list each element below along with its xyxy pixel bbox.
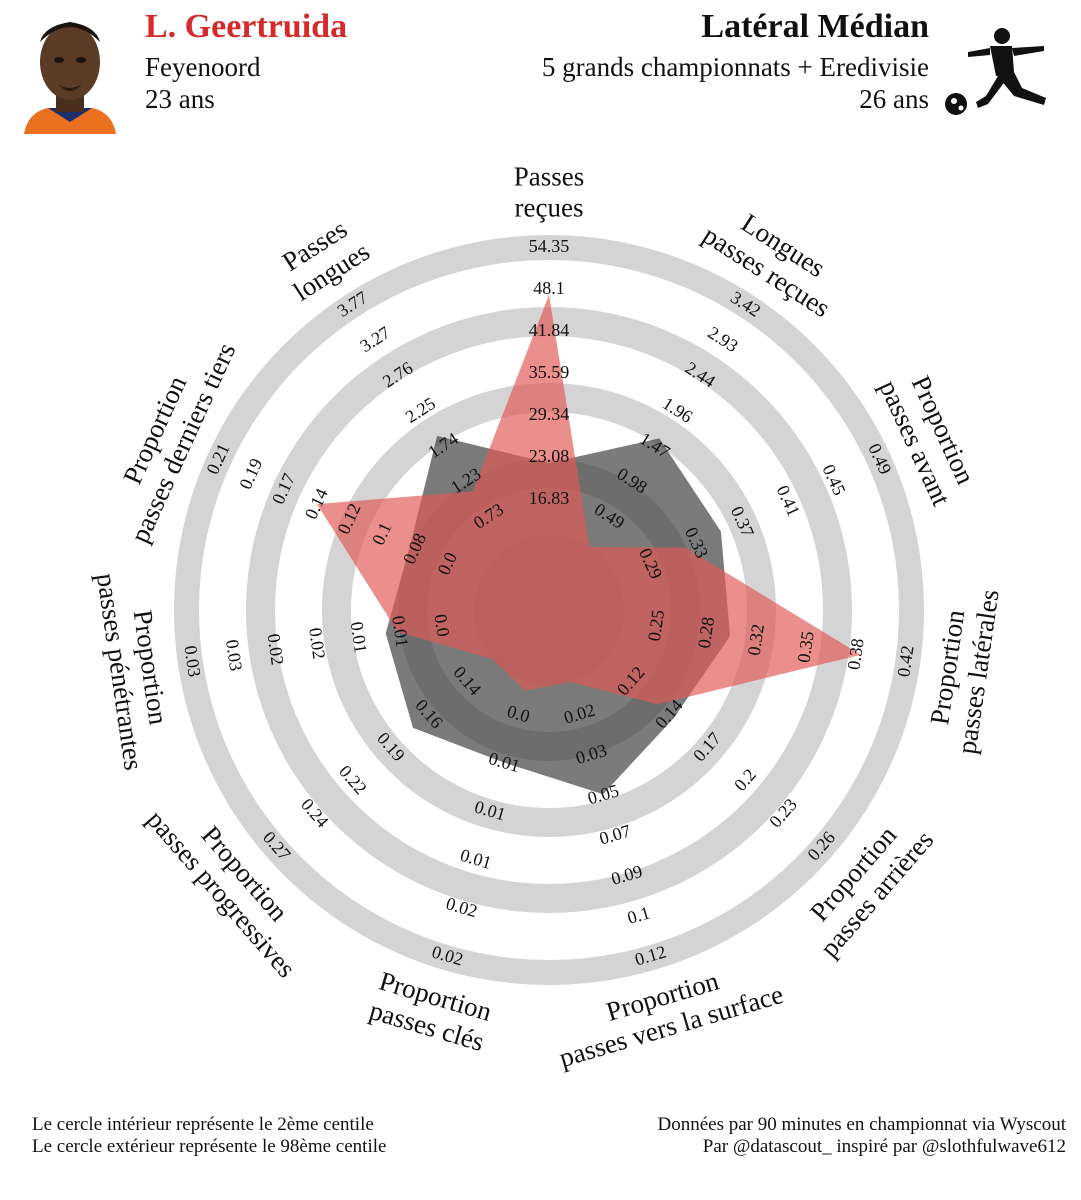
player-club: Feyenoord xyxy=(145,52,261,82)
credits: Données par 90 minutes en championnat vi… xyxy=(658,1114,1067,1158)
axis-tick-label: 0.03 xyxy=(180,644,204,678)
axis-tick-label: 54.35 xyxy=(529,236,570,256)
axis-tick-label: 23.08 xyxy=(529,446,570,466)
category-label: Proportionpasses clés xyxy=(366,965,496,1057)
credits-author: Par @datascout_ inspiré par @slothfulwav… xyxy=(702,1136,1066,1157)
axis-tick-label: 29.34 xyxy=(529,404,570,424)
category-label-line: reçues xyxy=(515,193,584,223)
axis-tick-label: 0.0 xyxy=(430,613,453,638)
axis-tick-label: 0.28 xyxy=(694,616,718,650)
category-label-line: Passes xyxy=(514,162,585,192)
axis-tick-label: 0.02 xyxy=(305,626,329,660)
axis-tick-label: 0.35 xyxy=(794,630,818,664)
footballer-kicking-icon xyxy=(945,28,1046,115)
data-polygons xyxy=(317,295,861,795)
category-label: Proportionpasses latérales xyxy=(921,583,1005,756)
position-title: Latéral Médian xyxy=(701,8,929,45)
axis-tick-label: 48.1 xyxy=(533,278,565,298)
comparison-league: 5 grands championnats + Eredivisie xyxy=(541,52,929,82)
scale-note-outer: Le cercle extérieur représente le 98ème … xyxy=(32,1136,387,1157)
category-label: Passes reçues xyxy=(514,162,585,223)
series-player-polygon xyxy=(317,295,861,705)
comparison-age: 26 ans xyxy=(859,84,929,114)
credits-source: Données par 90 minutes en championnat vi… xyxy=(657,1114,1067,1135)
axis-tick-label: 0.01 xyxy=(347,620,371,654)
axis-tick-label: 41.84 xyxy=(529,320,570,340)
axis-tick-label: 0.42 xyxy=(893,644,917,678)
axis-tick-label: 16.83 xyxy=(529,488,570,508)
scale-note: Le cercle intérieur représente le 2ème c… xyxy=(32,1114,386,1158)
axis-tick-label: 0.25 xyxy=(644,608,668,642)
axis-tick-label: 0.38 xyxy=(843,637,867,671)
player-photo-icon xyxy=(18,12,122,134)
axis-tick-label: 0.32 xyxy=(744,623,768,657)
axis-tick-label: 0.02 xyxy=(264,632,288,666)
axis-tick-label: 0.01 xyxy=(388,614,412,648)
axis-tick-label: 0.03 xyxy=(222,638,246,672)
axis-tick-label: 35.59 xyxy=(529,362,570,382)
player-age: 23 ans xyxy=(145,84,215,114)
player-name: L. Geertruida xyxy=(145,8,348,45)
scale-note-inner: Le cercle intérieur représente le 2ème c… xyxy=(32,1114,374,1135)
category-label: Proportionpasses pénétrantes xyxy=(91,567,180,772)
